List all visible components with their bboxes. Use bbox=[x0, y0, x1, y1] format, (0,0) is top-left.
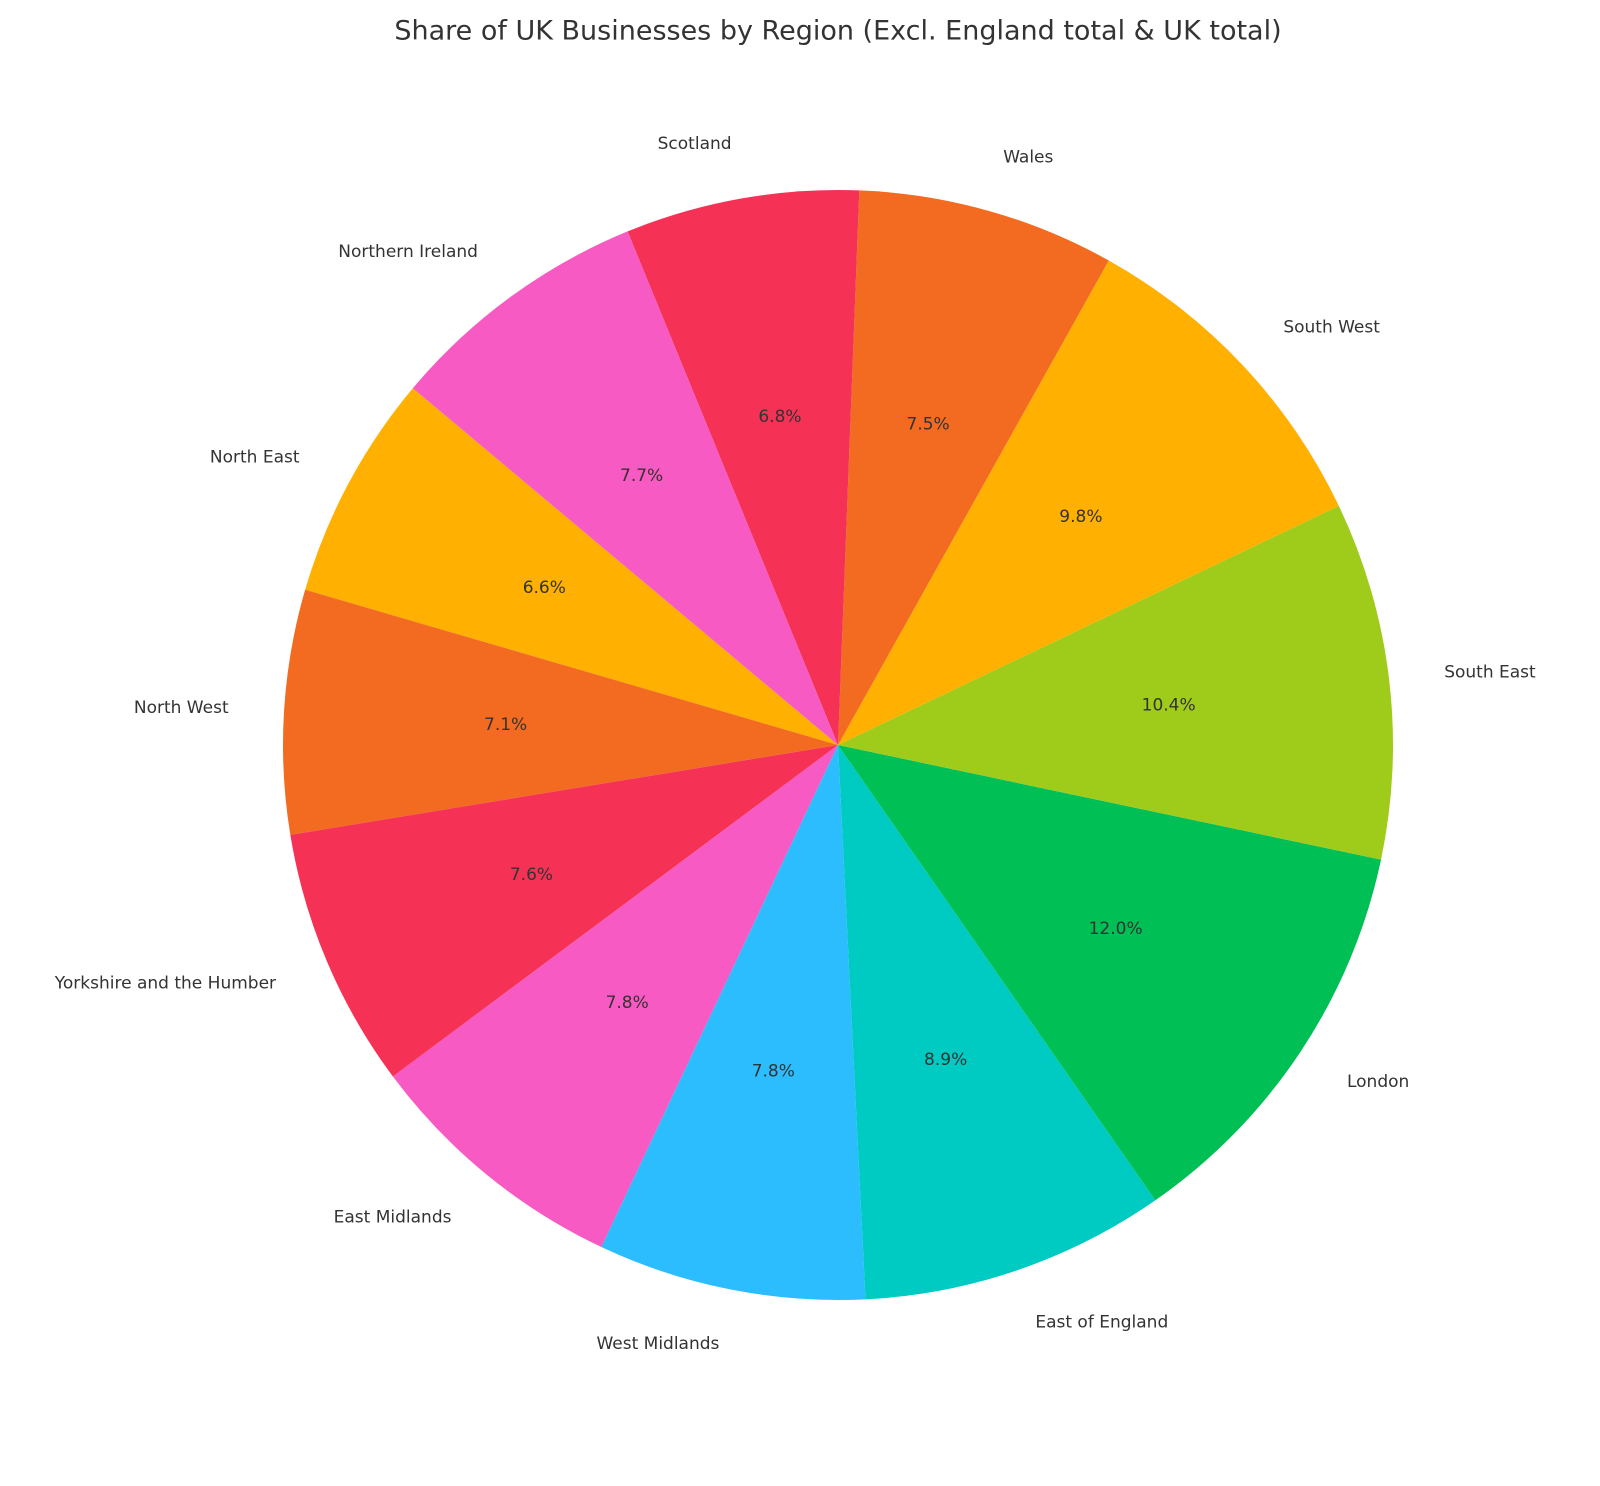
pie-slice bbox=[305, 388, 838, 745]
slice-label: South West bbox=[1283, 317, 1380, 337]
pie-slice bbox=[838, 190, 1109, 746]
slice-label: East Midlands bbox=[334, 1208, 452, 1228]
slice-label: Northern Ireland bbox=[338, 242, 478, 262]
value-label: 7.7% bbox=[620, 466, 663, 486]
pie-slice bbox=[838, 745, 1382, 1201]
pie-slice bbox=[838, 745, 1156, 1300]
slice-label: West Midlands bbox=[596, 1334, 719, 1354]
pie-slice bbox=[838, 260, 1339, 745]
value-label: 7.8% bbox=[752, 1062, 795, 1082]
value-label: 10.4% bbox=[1142, 696, 1196, 716]
slice-label: Yorkshire and the Humber bbox=[54, 974, 276, 994]
value-label: 7.6% bbox=[510, 865, 553, 885]
slice-label: Scotland bbox=[658, 134, 732, 154]
slice-label: North West bbox=[134, 698, 229, 718]
value-label: 7.5% bbox=[907, 414, 950, 434]
pie-slice bbox=[290, 745, 838, 1077]
value-label: 7.8% bbox=[606, 993, 649, 1013]
value-label: 9.8% bbox=[1059, 507, 1102, 527]
slice-label: London bbox=[1347, 1072, 1409, 1092]
pie-slice bbox=[601, 745, 866, 1300]
pie-slice bbox=[627, 190, 860, 745]
slice-label: East of England bbox=[1035, 1313, 1168, 1333]
value-label: 6.6% bbox=[523, 578, 566, 598]
pie-slice bbox=[412, 231, 838, 745]
value-label: 12.0% bbox=[1089, 919, 1143, 939]
pie-slice bbox=[838, 505, 1393, 860]
chart-title: Share of UK Businesses by Region (Excl. … bbox=[394, 16, 1281, 47]
value-label: 7.1% bbox=[484, 715, 527, 735]
slice-label: North East bbox=[210, 447, 300, 467]
slice-label: South East bbox=[1444, 663, 1536, 683]
slice-label: Wales bbox=[1003, 147, 1053, 167]
value-label: 6.8% bbox=[758, 407, 801, 427]
value-label: 8.9% bbox=[924, 1050, 967, 1070]
pie-slice bbox=[392, 745, 838, 1248]
pie-slice bbox=[282, 589, 838, 835]
